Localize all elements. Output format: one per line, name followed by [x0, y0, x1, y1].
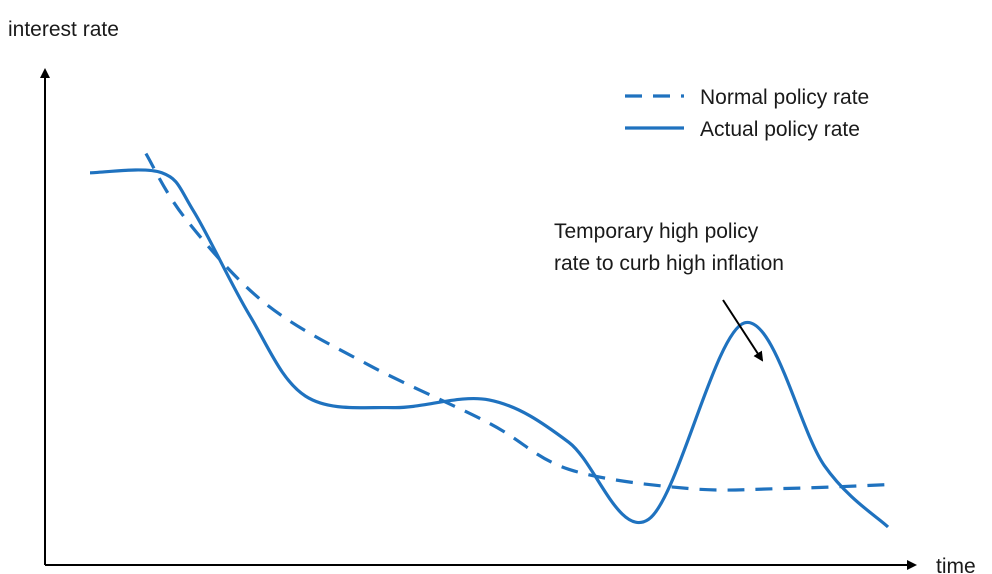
- annotation-arrow: [722, 299, 764, 362]
- y-axis-label: interest rate: [8, 18, 119, 41]
- series-line-normal-policy-rate: [144, 152, 889, 492]
- series-line-actual-policy-rate: [89, 168, 890, 529]
- series-layer: [89, 152, 890, 529]
- legend-label-normal-policy-rate: Normal policy rate: [700, 86, 869, 109]
- legend: Normal policy rate Actual policy rate: [625, 86, 869, 141]
- annotation-line-2: rate to curb high inflation: [554, 252, 784, 275]
- x-axis-label: time: [936, 555, 976, 574]
- annotation: Temporary high policy rate to curb high …: [554, 220, 784, 362]
- legend-label-actual-policy-rate: Actual policy rate: [700, 118, 860, 141]
- axes: [40, 68, 917, 570]
- annotation-line-1: Temporary high policy: [554, 220, 759, 243]
